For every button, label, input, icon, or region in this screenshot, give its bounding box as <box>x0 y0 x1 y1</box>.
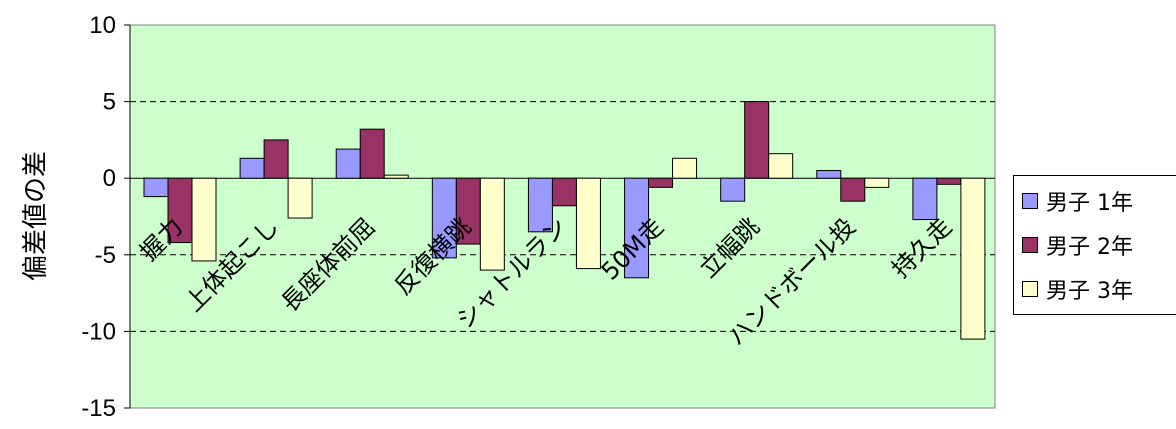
y-tick-label: 0 <box>103 165 116 192</box>
gridlines <box>130 101 995 332</box>
bar-3-4 <box>479 177 505 271</box>
legend-label-2: 男子 2年 <box>1046 235 1133 260</box>
bar-3-5 <box>575 177 601 270</box>
bar-1-1 <box>143 177 169 198</box>
bar-2-3 <box>359 128 385 179</box>
bar-1-4 <box>431 177 457 259</box>
bar-2-6 <box>648 177 674 188</box>
bar-3-9 <box>960 177 986 340</box>
y-tick-label: -15 <box>81 395 116 422</box>
bar-2-5 <box>551 177 577 207</box>
legend-swatch-3 <box>1022 281 1038 297</box>
bar-2-2 <box>263 139 289 179</box>
bar-2-9 <box>936 177 962 185</box>
bar-2-8 <box>840 177 866 202</box>
legend-swatch-1 <box>1022 193 1038 209</box>
legend-item-1: 男子 1年 <box>1022 186 1133 216</box>
bar-1-2 <box>239 157 265 179</box>
bar-2-1 <box>167 177 193 244</box>
bar-1-9 <box>912 177 938 221</box>
bar-3-6 <box>672 157 698 179</box>
legend-label-1: 男子 1年 <box>1046 191 1133 216</box>
legend-swatch-2 <box>1022 237 1038 253</box>
y-tick-label: 10 <box>89 12 116 39</box>
bar-3-1 <box>191 177 217 262</box>
y-tick-label: 5 <box>103 89 116 116</box>
bar-3-7 <box>768 153 794 179</box>
bar-3-8 <box>864 177 890 188</box>
bars <box>143 101 986 340</box>
bar-1-3 <box>335 148 361 179</box>
legend-item-2: 男子 2年 <box>1022 230 1133 260</box>
y-tick-label: -10 <box>81 318 116 345</box>
bar-1-7 <box>720 177 746 202</box>
bar-1-6 <box>624 177 650 279</box>
bar-2-4 <box>455 177 481 245</box>
bar-2-7 <box>744 101 770 179</box>
bar-3-3 <box>383 174 409 179</box>
y-axis-label: 偏差値の差 <box>21 151 51 281</box>
y-tick-label: -5 <box>95 242 116 269</box>
legend-label-3: 男子 3年 <box>1046 279 1133 304</box>
plot-area <box>129 24 996 409</box>
legend: 男子 1年 男子 2年 男子 3年 <box>1013 175 1176 315</box>
bar-3-2 <box>287 177 313 219</box>
bar-1-8 <box>816 170 842 179</box>
legend-item-3: 男子 3年 <box>1022 274 1133 304</box>
